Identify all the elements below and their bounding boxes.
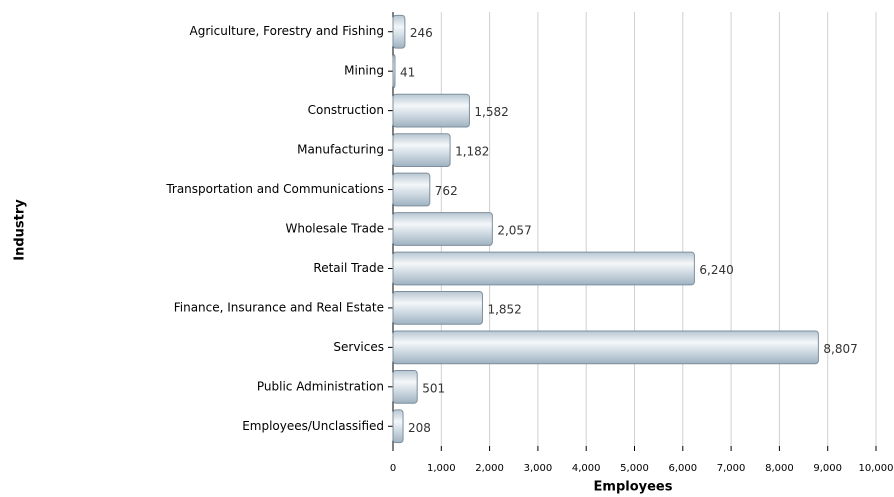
y-tick-label: Employees/Unclassified bbox=[242, 419, 384, 433]
bar bbox=[392, 172, 431, 207]
y-tick-label: Agriculture, Forestry and Fishing bbox=[190, 24, 384, 38]
bar bbox=[392, 54, 396, 89]
y-tick-label: Finance, Insurance and Real Estate bbox=[174, 300, 384, 314]
data-label: 208 bbox=[408, 421, 431, 435]
y-tick-label: Mining bbox=[344, 64, 384, 78]
y-tick-label: Public Administration bbox=[257, 379, 384, 393]
y-tick-label: Transportation and Communications bbox=[165, 182, 384, 196]
x-tick-label: 9,000 bbox=[813, 463, 842, 474]
x-tick-label: 5,000 bbox=[620, 463, 649, 474]
bar bbox=[392, 93, 470, 128]
y-tick-label: Wholesale Trade bbox=[285, 222, 384, 236]
data-label: 246 bbox=[410, 26, 433, 40]
bar bbox=[392, 330, 819, 365]
bar bbox=[392, 369, 418, 404]
y-tick-label: Services bbox=[333, 340, 384, 354]
x-axis-title: Employees bbox=[594, 480, 673, 495]
x-tick-label: 6,000 bbox=[668, 463, 697, 474]
bar bbox=[392, 133, 451, 167]
bar bbox=[392, 251, 695, 286]
y-axis-title: Industry bbox=[13, 199, 28, 261]
bar bbox=[392, 212, 493, 246]
y-tick-label: Retail Trade bbox=[313, 261, 384, 275]
data-label: 2,057 bbox=[497, 224, 531, 238]
bar bbox=[392, 291, 483, 325]
x-tick-label: 4,000 bbox=[572, 463, 601, 474]
x-tick-label: 3,000 bbox=[524, 463, 553, 474]
x-tick-label: 7,000 bbox=[717, 463, 746, 474]
bar bbox=[392, 409, 404, 444]
x-tick-label: 10,000 bbox=[859, 463, 894, 474]
x-tick-label: 0 bbox=[390, 463, 396, 474]
x-tick-label: 1,000 bbox=[427, 463, 456, 474]
x-tick-label: 2,000 bbox=[475, 463, 504, 474]
data-label: 6,240 bbox=[699, 263, 733, 277]
data-label: 762 bbox=[435, 184, 458, 198]
data-label: 501 bbox=[422, 381, 445, 395]
data-label: 1,182 bbox=[455, 145, 489, 159]
y-tick-label: Manufacturing bbox=[297, 143, 384, 157]
x-tick-label: 8,000 bbox=[765, 463, 794, 474]
data-label: 8,807 bbox=[823, 342, 857, 356]
data-label: 1,852 bbox=[487, 302, 521, 316]
data-label: 41 bbox=[400, 66, 415, 80]
bar bbox=[392, 14, 406, 49]
y-tick-label: Construction bbox=[308, 103, 384, 117]
data-label: 1,582 bbox=[474, 105, 508, 119]
